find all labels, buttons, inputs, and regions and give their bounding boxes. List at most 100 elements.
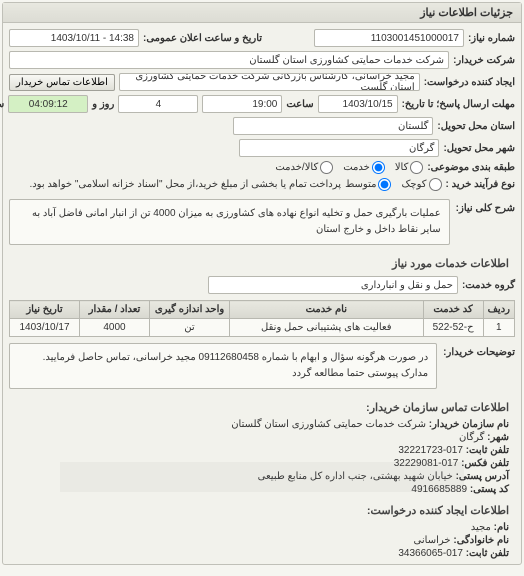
table-row: 1 ح-52-522 فعالیت های پشتیبانی حمل ونقل … (10, 319, 515, 337)
table-head: ردیف کد خدمت نام خدمت واحد اندازه گیری ت… (10, 301, 515, 319)
th-date: تاریخ نیاز (10, 301, 80, 319)
row-deadline: مهلت ارسال پاسخ؛ تا تاریخ: 1403/10/15 سا… (9, 93, 515, 115)
buyer-field: شرکت خدمات حمایتی کشاورزی استان گلستان (9, 51, 449, 69)
subject-type-label: طبقه بندی موضوعی: (427, 162, 515, 173)
city-label: شهر محل تحویل: (443, 143, 515, 154)
city-field: گرگان (239, 139, 439, 157)
radio-both-label: کالا/خدمت (275, 162, 318, 173)
phone-value: 017-32221723 (398, 445, 463, 456)
address-label: آدرس پستی: (456, 471, 509, 482)
radio-small-label: کوچک (401, 179, 426, 190)
name-label: نام: (494, 522, 509, 533)
ccity-value: گرگان (459, 432, 484, 443)
panel-title: جزئیات اطلاعات نیاز (3, 3, 521, 23)
radio-medium[interactable]: متوسط (345, 178, 391, 191)
contact-org-line: نام سازمان خریدار: شرکت خدمات حمایتی کشا… (9, 418, 515, 431)
service-group-field: حمل و نقل و انبارداری (208, 276, 458, 294)
row-buyer: شرکت خریدار: شرکت خدمات حمایتی کشاورزی ا… (9, 49, 515, 71)
row-service-group: گروه خدمت: حمل و نقل و انبارداری (9, 274, 515, 296)
th-qty: تعداد / مقدار (80, 301, 150, 319)
days-label: روز و (92, 99, 114, 110)
radio-both[interactable]: کالا/خدمت (275, 161, 333, 174)
contact-address-line: آدرس پستی: خیابان شهید بهشتی، جنب اداره … (9, 470, 515, 483)
radio-goods[interactable]: کالا (395, 161, 424, 174)
row-city: شهر محل تحویل: گرگان (9, 137, 515, 159)
radio-goods-label: کالا (395, 162, 409, 173)
contact-buyer-button[interactable]: اطلاعات تماس خریدار (9, 74, 115, 91)
creator-header: اطلاعات ایجاد کننده درخواست: (9, 500, 515, 521)
summary-text: عملیات بارگیری حمل و تخلیه انواع نهاده ه… (9, 199, 450, 245)
contact-section: اطلاعات تماس سازمان خریدار: نام سازمان خ… (9, 397, 515, 560)
contact-phone-line: تلفن ثابت: 017-32221723 (9, 444, 515, 457)
fax-value: 017-32229081 (394, 458, 459, 469)
lastname-value: خراسانی (414, 535, 451, 546)
days-field: 4 (118, 95, 198, 113)
remain-label: ساعت باقی مانده (0, 99, 4, 110)
subject-radio-group: کالا خدمت کالا/خدمت (275, 161, 423, 174)
row-process-type: نوع فرآیند خرید : کوچک متوسط پرداخت تمام… (9, 176, 515, 193)
radio-medium-label: متوسط (345, 179, 376, 190)
contact-postal-line: کد پستی: 4916685889 (9, 483, 515, 496)
row-summary: شرح کلی نیاز: عملیات بارگیری حمل و تخلیه… (9, 197, 515, 247)
cphone-label: تلفن ثابت: (466, 548, 509, 559)
deadline-label: مهلت ارسال پاسخ؛ تا تاریخ: (402, 99, 515, 110)
row-number: شماره نیاز: 1103001451000017 تاریخ و ساع… (9, 27, 515, 49)
summary-label: شرح کلی نیاز: (456, 199, 515, 214)
name-value: مجید (471, 522, 491, 533)
table-body: 1 ح-52-522 فعالیت های پشتیبانی حمل ونقل … (10, 319, 515, 337)
process-type-label: نوع فرآیند خرید : (446, 179, 515, 190)
fax-label: تلفن فکس: (461, 458, 509, 469)
radio-small-input[interactable] (429, 178, 442, 191)
notes-label: توضیحات خریدار: (443, 343, 515, 358)
datetime-field: 14:38 - 1403/10/11 (9, 29, 139, 47)
services-table: ردیف کد خدمت نام خدمت واحد اندازه گیری ت… (9, 300, 515, 337)
contact-header: اطلاعات تماس سازمان خریدار: (9, 397, 515, 418)
state-field: گلستان (233, 117, 433, 135)
th-name: نام خدمت (230, 301, 424, 319)
panel-body: شماره نیاز: 1103001451000017 تاریخ و ساع… (3, 23, 521, 564)
td-code: ح-52-522 (423, 319, 483, 337)
creator-phone-line: تلفن ثابت: 017-34366065 (9, 547, 515, 560)
radio-medium-input[interactable] (378, 178, 391, 191)
row-state: استان محل تحویل: گلستان (9, 115, 515, 137)
radio-service-label: خدمت (343, 162, 370, 173)
contact-fax-line: تلفن فکس: 017-32229081 (9, 457, 515, 470)
address-value: خیابان شهید بهشتی، جنب اداره کل منابع طب… (258, 471, 453, 482)
datetime-label: تاریخ و ساعت اعلان عمومی: (143, 33, 262, 44)
radio-service-input[interactable] (372, 161, 385, 174)
buyer-label: شرکت خریدار: (453, 55, 515, 66)
service-group-label: گروه خدمت: (462, 280, 515, 291)
radio-goods-input[interactable] (410, 161, 423, 174)
td-name: فعالیت های پشتیبانی حمل ونقل (230, 319, 424, 337)
main-panel: جزئیات اطلاعات نیاز شماره نیاز: 11030014… (2, 2, 522, 565)
process-radio-group: کوچک متوسط (345, 178, 441, 191)
time-label: ساعت (286, 99, 313, 110)
requester-field: مجید خراسانی، کارشناس بازرگانی شرکت خدما… (119, 73, 420, 91)
table-header-row: ردیف کد خدمت نام خدمت واحد اندازه گیری ت… (10, 301, 515, 319)
row-subject-type: طبقه بندی موضوعی: کالا خدمت کالا/خدمت (9, 159, 515, 176)
th-unit: واحد اندازه گیری (150, 301, 230, 319)
notes-text: در صورت هرگونه سؤال و ابهام با شماره 091… (9, 343, 437, 389)
row-notes: توضیحات خریدار: در صورت هرگونه سؤال و اب… (9, 341, 515, 391)
phone-label: تلفن ثابت: (466, 445, 509, 456)
td-index: 1 (483, 319, 514, 337)
radio-small[interactable]: کوچک (401, 178, 441, 191)
creator-name-line: نام: مجید (9, 521, 515, 534)
lastname-label: نام خانوادگی: (453, 535, 509, 546)
state-label: استان محل تحویل: (437, 121, 515, 132)
ccity-label: شهر: (487, 432, 509, 443)
radio-both-input[interactable] (320, 161, 333, 174)
td-qty: 4000 (80, 319, 150, 337)
postal-label: کد پستی: (470, 484, 509, 495)
row-requester: ایجاد کننده درخواست: مجید خراسانی، کارشن… (9, 71, 515, 93)
remain-time-field: 04:09:12 (8, 95, 88, 113)
th-index: ردیف (483, 301, 514, 319)
radio-service[interactable]: خدمت (343, 161, 385, 174)
number-label: شماره نیاز: (468, 33, 515, 44)
services-header: اطلاعات خدمات مورد نیاز (9, 253, 515, 274)
td-unit: تن (150, 319, 230, 337)
deadline-time-field: 19:00 (202, 95, 282, 113)
th-code: کد خدمت (423, 301, 483, 319)
requester-label: ایجاد کننده درخواست: (424, 77, 515, 88)
cphone-value: 017-34366065 (398, 548, 463, 559)
